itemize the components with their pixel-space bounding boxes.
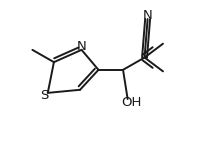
Text: OH: OH <box>121 96 142 109</box>
Text: S: S <box>41 89 49 102</box>
Text: N: N <box>143 9 152 22</box>
Text: N: N <box>77 40 86 53</box>
